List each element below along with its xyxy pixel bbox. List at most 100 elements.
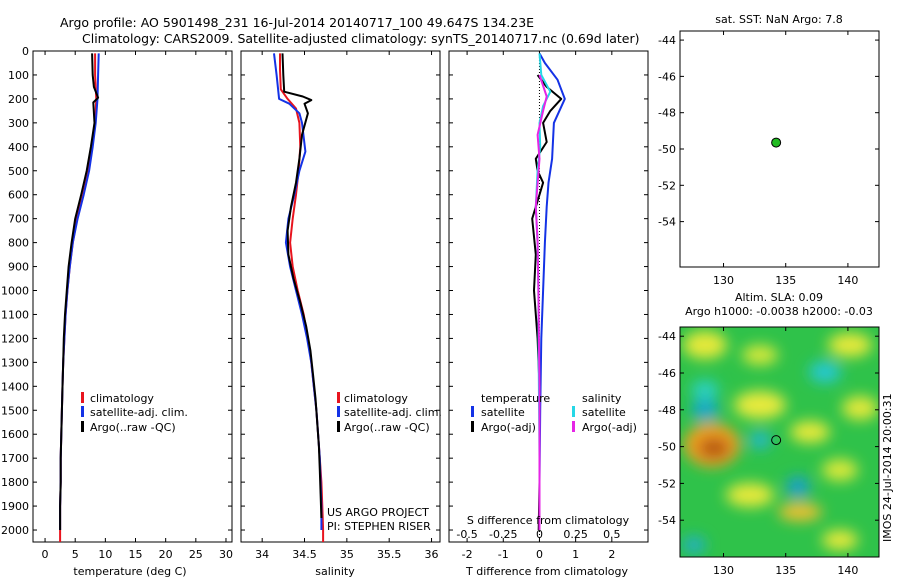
salinity-xlabel: salinity: [315, 565, 355, 578]
sla-heatmap-blobs: [682, 331, 878, 554]
depth-tick-label: 1800: [1, 476, 29, 489]
sla-blob-brown: [698, 437, 730, 459]
sla-blob-yellow: [683, 331, 727, 359]
salinity-lines: [273, 53, 325, 542]
sla-blob-cyan: [691, 380, 719, 400]
depth-tick-label: 800: [8, 237, 29, 250]
legend-header-temperature: temperature: [481, 392, 550, 405]
x-tick-label: 130: [713, 274, 734, 287]
sla-blob-cyan: [749, 431, 771, 449]
legend-swatch-satellite: [337, 406, 340, 417]
legend-swatch-climatology: [81, 392, 84, 403]
depth-tick-label: 1600: [1, 428, 29, 441]
depth-tick-label: 1000: [1, 285, 29, 298]
depth-tick-label: 1700: [1, 452, 29, 465]
x-tick-label: 0: [42, 548, 49, 561]
sla-map-panel: Altim. SLA: 0.09 Argo h1000: -0.0038 h20…: [658, 291, 880, 577]
temperature-panel: 0100200300400500600700800900100011001200…: [1, 45, 233, 578]
x-tick-label: 130: [713, 564, 734, 577]
depth-tick-label: 400: [8, 141, 29, 154]
x-tick-label: 25: [189, 548, 203, 561]
legend-label-satellite: satellite-adj. clim.: [90, 406, 188, 419]
y-tick-label: -54: [658, 216, 676, 229]
depth-tick-label: 2000: [1, 524, 29, 537]
sla-blob-yellow: [726, 483, 774, 507]
top-tick-label: -0.5: [456, 528, 477, 541]
difference-x-ticks: -2 -1 0 1 2: [462, 51, 615, 561]
legend-label-climatology: climatology: [90, 392, 154, 405]
sla-map-axes-box: [679, 326, 880, 558]
difference-panel: -2 -1 0 1 2 T difference from climatology S …: [448, 50, 649, 578]
x-tick-label: -1: [498, 548, 509, 561]
top-tick-label: 0: [536, 528, 543, 541]
x-tick-label: 140: [837, 274, 858, 287]
sla-blob-yellow: [822, 530, 858, 550]
argo-float-marker: [771, 435, 782, 446]
y-tick-label: -44: [658, 330, 676, 343]
series-line: [534, 74, 548, 530]
depth-tick-label: 1200: [1, 332, 29, 345]
sla-blob-yellow: [828, 333, 872, 357]
x-tick-label: 0: [536, 548, 543, 561]
sla-map-title-line1: Altim. SLA: 0.09: [735, 291, 823, 304]
legend-swatch-satellite: [81, 406, 84, 417]
legend-label-temp-satellite: satellite: [481, 406, 525, 419]
legend-swatch-temp-satellite: [471, 406, 474, 417]
sla-blob-cyan: [682, 536, 706, 554]
y-tick-label: -46: [658, 367, 676, 380]
depth-tick-label: 300: [8, 117, 29, 130]
figure-title-line1: Argo profile: AO 5901498_231 16-Jul-2014…: [60, 15, 534, 30]
top-tick-label: -0.25: [489, 528, 517, 541]
legend-swatch-sal-argo: [572, 421, 575, 432]
y-tick-label: -48: [658, 107, 676, 120]
depth-tick-label: 0: [22, 45, 29, 58]
temperature-x-ticks: 0 5 10 15 20 25 30: [42, 51, 233, 561]
x-tick-label: 30: [219, 548, 233, 561]
legend-swatch-argo: [337, 421, 340, 432]
legend-label-argo: Argo(..raw -QC): [90, 421, 176, 434]
depth-tick-label: 700: [8, 213, 29, 226]
difference-lines: [531, 52, 566, 531]
argo-float-marker: [771, 137, 782, 148]
difference-top-xlabel: S difference from climatology: [467, 514, 630, 527]
difference-legend: temperature salinity satellite Argo(-adj…: [471, 392, 637, 434]
depth-tick-label: 500: [8, 165, 29, 178]
sla-blob-orange: [778, 503, 822, 521]
sla-blob-yellow: [842, 396, 878, 420]
legend-label-satellite: satellite-adj. clim.: [344, 406, 442, 419]
y-tick-label: -50: [658, 441, 676, 454]
sla-blob-cyan: [809, 361, 841, 383]
legend-swatch-sal-satellite: [572, 406, 575, 417]
x-tick-label: 135: [775, 274, 796, 287]
sla-map-ticks: 130 135 140 -44 -46 -48 -50 -52 -54: [658, 327, 879, 577]
salinity-legend: climatology satellite-adj. clim. Argo(..…: [337, 392, 442, 434]
depth-tick-label: 900: [8, 261, 29, 274]
top-tick-label: 0.5: [603, 528, 621, 541]
legend-label-sal-argo: Argo(-adj): [582, 421, 637, 434]
x-tick-label: 15: [129, 548, 143, 561]
temperature-axes-box: [32, 50, 233, 543]
sla-blob-yellow: [790, 421, 830, 443]
difference-xlabel: T difference from climatology: [465, 565, 628, 578]
sst-map-ticks: 130 135 140 -44 -46 -48 -50 -52 -54: [658, 31, 879, 287]
salinity-x-ticks: 34 34.5 35 35.5 36: [255, 51, 439, 561]
y-tick-label: -54: [658, 514, 676, 527]
depth-tick-label: 600: [8, 189, 29, 202]
y-tick-label: -48: [658, 404, 676, 417]
sst-map-points: [771, 137, 782, 148]
salinity-panel: 34 34.5 35 35.5 36 salinity climatology sate…: [240, 50, 442, 578]
difference-top-tick-labels: -0.5 -0.25 0 0.25 0.5: [456, 528, 620, 541]
x-tick-label: 35.5: [377, 548, 402, 561]
x-tick-label: 35: [340, 548, 354, 561]
sst-map-title: sat. SST: NaN Argo: 7.8: [715, 13, 842, 26]
sla-blob-cyan: [691, 399, 719, 421]
series-line: [59, 53, 100, 530]
y-tick-label: -46: [658, 70, 676, 83]
pi-credit: PI: STEPHEN RISER: [327, 520, 431, 533]
figure-title-line2: Climatology: CARS2009. Satellite-adjuste…: [82, 31, 639, 46]
depth-tick-label: 1400: [1, 380, 29, 393]
legend-label-temp-argo: Argo(-adj): [481, 421, 536, 434]
temperature-xlabel: temperature (deg C): [73, 565, 186, 578]
y-tick-label: -52: [658, 179, 676, 192]
